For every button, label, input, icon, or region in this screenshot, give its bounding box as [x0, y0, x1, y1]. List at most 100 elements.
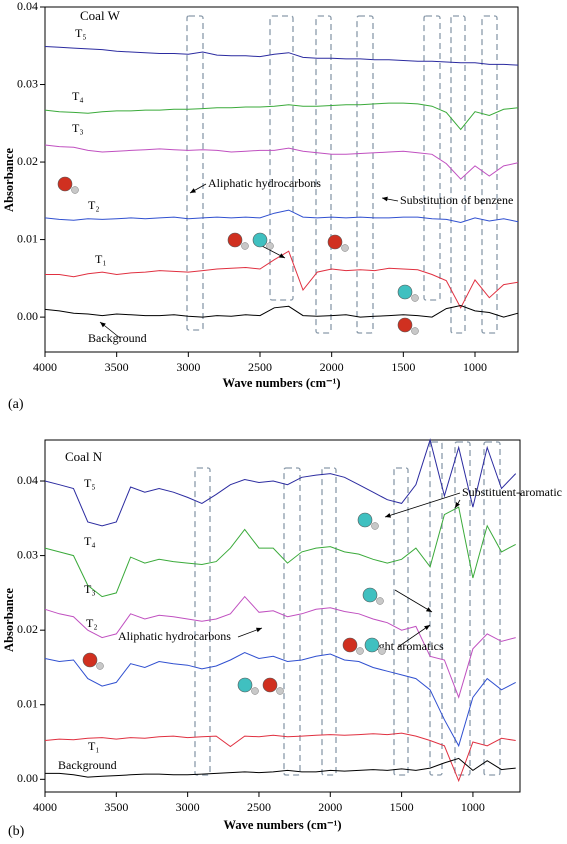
spectrum-line — [44, 102, 519, 131]
atom — [71, 186, 79, 194]
x-tick-label: 3000 — [176, 360, 200, 374]
pointer-arrow — [237, 627, 263, 638]
y-tick-label: 0.01 — [17, 231, 38, 245]
y-tick-label: 0.00 — [17, 309, 38, 323]
region-box — [315, 15, 332, 334]
x-tick-label: 4000 — [33, 800, 57, 814]
atom — [241, 242, 249, 250]
atom — [252, 232, 268, 248]
x-tick-label: 1500 — [390, 800, 414, 814]
atom — [378, 647, 386, 655]
y-tick-label: 0.04 — [17, 0, 38, 13]
atom — [411, 327, 419, 335]
series-label: T₃ — [84, 582, 96, 596]
annotation: Substituent-aromatic — [462, 485, 562, 499]
pointer-arrow — [394, 589, 433, 613]
spectrum-line — [44, 144, 519, 180]
x-tick-label: 3000 — [176, 800, 200, 814]
atom — [411, 294, 419, 302]
region-box — [356, 15, 374, 334]
series-label: Background — [88, 331, 147, 345]
series-label: T₁ — [95, 252, 107, 266]
x-axis-title: Wave numbers (cm⁻¹) — [223, 376, 341, 390]
x-tick-label: 2500 — [248, 360, 272, 374]
annotation: Aliphatic hydrocarbons — [208, 176, 321, 190]
y-tick-label: 0.00 — [17, 771, 38, 785]
y-axis-title: Absorbance — [2, 588, 16, 652]
atom — [397, 317, 413, 333]
spectrum-line — [44, 209, 519, 224]
atom — [376, 597, 384, 605]
x-tick-label: 3500 — [104, 800, 128, 814]
x-tick-label: 1500 — [391, 360, 415, 374]
y-tick-label: 0.02 — [17, 154, 38, 168]
x-tick-label: 1000 — [463, 360, 487, 374]
x-tick-label: 3500 — [105, 360, 129, 374]
y-tick-label: 0.01 — [17, 696, 38, 710]
y-tick-label: 0.04 — [17, 473, 38, 487]
plot-frame — [44, 6, 519, 353]
spectrum-line — [44, 438, 517, 527]
atom — [237, 677, 253, 693]
annotation: Aliphatic hydrocarbons — [118, 629, 231, 643]
plot-frame — [44, 439, 521, 793]
series-label: T₁ — [88, 739, 100, 753]
atom — [341, 244, 349, 252]
region-box — [454, 441, 471, 776]
series-label: T₄ — [72, 89, 84, 103]
atom — [356, 647, 364, 655]
x-tick-label: 2500 — [247, 800, 271, 814]
series-label: T₅ — [84, 476, 96, 490]
region-box — [450, 15, 466, 334]
pointer-arrow — [189, 183, 207, 194]
region-box — [321, 467, 337, 776]
y-axis-title: Absorbance — [2, 148, 16, 212]
spectrum-line — [45, 250, 519, 309]
atom — [82, 652, 98, 668]
series-label: T₄ — [84, 534, 96, 548]
series-label: T₂ — [86, 616, 98, 630]
atom — [266, 242, 274, 250]
panel-title: Coal W — [80, 8, 121, 23]
x-tick-label: 4000 — [33, 360, 57, 374]
x-tick-label: 2000 — [318, 800, 342, 814]
region-box — [186, 15, 204, 331]
spectrum-line — [44, 506, 516, 598]
region-box — [429, 441, 443, 776]
spectrum-line — [44, 304, 519, 318]
spectrum-line — [44, 595, 516, 699]
panel-title: Coal N — [65, 449, 103, 464]
atom — [397, 284, 413, 300]
pointer-arrow — [454, 499, 461, 509]
series-label: T₃ — [72, 121, 84, 135]
series-label: Background — [58, 758, 117, 772]
pointer-arrow — [261, 245, 286, 259]
spectrum-line — [44, 732, 516, 783]
atom — [227, 232, 243, 248]
panel-label: (b) — [8, 824, 25, 839]
annotation: Substitution of benzene — [400, 193, 513, 207]
atom — [364, 637, 380, 653]
atom — [357, 512, 373, 528]
y-tick-label: 0.02 — [17, 622, 38, 636]
region-box — [194, 467, 211, 776]
spectrum-line — [45, 757, 516, 778]
pointer-arrow — [384, 492, 461, 518]
pointer-arrow — [99, 321, 121, 339]
atom — [371, 522, 379, 530]
region-box — [269, 15, 294, 301]
region-box — [283, 467, 301, 776]
annotation: Light aromatics — [368, 639, 444, 653]
atom — [262, 677, 278, 693]
region-box — [423, 15, 441, 301]
atom — [342, 637, 358, 653]
spectrum-line — [44, 46, 519, 66]
atom — [57, 176, 73, 192]
region-box — [393, 467, 409, 776]
atom — [96, 662, 104, 670]
atom — [276, 687, 284, 695]
atom — [251, 687, 259, 695]
spectrum-line — [44, 651, 516, 748]
